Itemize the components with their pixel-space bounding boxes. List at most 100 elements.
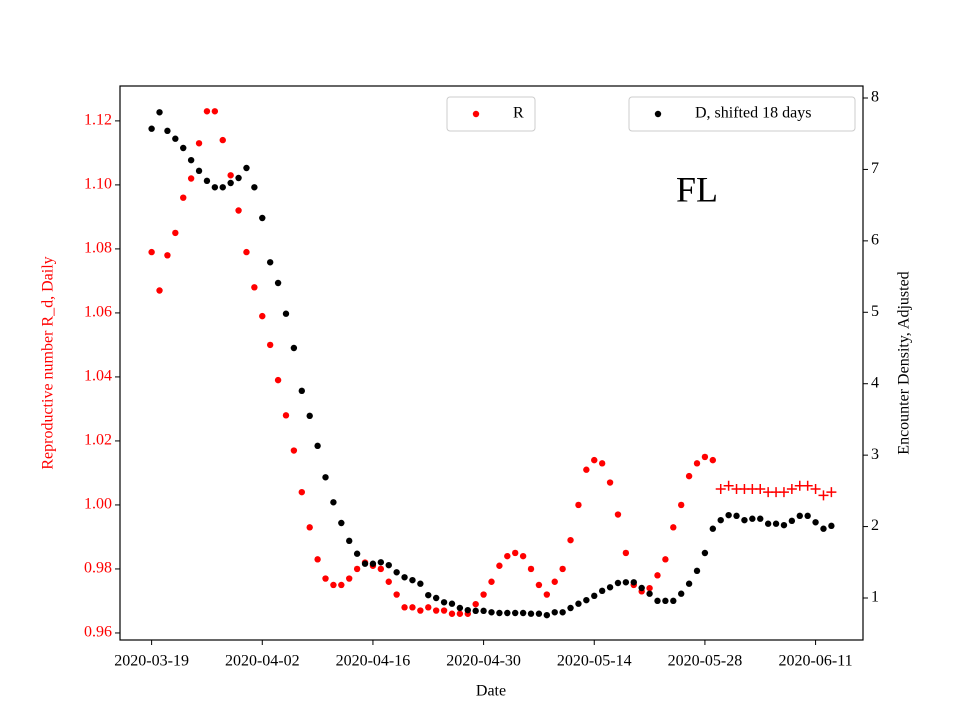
dot bbox=[243, 248, 250, 256]
y-tick-label: 1.02 bbox=[84, 432, 112, 449]
dot bbox=[425, 591, 432, 599]
dot bbox=[314, 556, 321, 563]
dot bbox=[472, 600, 479, 608]
plus-marker bbox=[778, 487, 789, 498]
dot bbox=[219, 136, 226, 144]
legend: R bbox=[446, 96, 536, 132]
dot bbox=[164, 127, 171, 135]
dot bbox=[519, 609, 527, 617]
dot bbox=[322, 575, 329, 582]
dot bbox=[496, 562, 503, 569]
dot bbox=[701, 549, 709, 557]
dot bbox=[346, 575, 353, 582]
dot bbox=[227, 172, 234, 179]
dot bbox=[401, 574, 408, 581]
dot bbox=[314, 442, 321, 450]
dot bbox=[377, 565, 385, 573]
dot bbox=[678, 590, 685, 597]
dot bbox=[156, 109, 163, 116]
dot bbox=[512, 609, 519, 617]
dot bbox=[583, 466, 590, 473]
y2-tick-label: 4 bbox=[871, 374, 879, 391]
dot bbox=[575, 600, 582, 607]
dot bbox=[203, 177, 211, 185]
dot bbox=[535, 581, 543, 589]
dot bbox=[440, 599, 448, 606]
dot bbox=[543, 611, 551, 619]
dot bbox=[274, 279, 282, 287]
legend: D, shifted 18 days bbox=[628, 96, 856, 132]
dot bbox=[480, 607, 487, 615]
dot bbox=[330, 581, 337, 589]
dot bbox=[796, 512, 803, 520]
dot bbox=[606, 584, 614, 591]
dot bbox=[180, 144, 187, 152]
legend-box bbox=[446, 96, 536, 132]
x-tick-label: 2020-05-14 bbox=[557, 653, 632, 670]
dot bbox=[290, 447, 298, 454]
dot bbox=[274, 376, 282, 384]
dot bbox=[330, 499, 337, 506]
dot bbox=[480, 591, 487, 598]
dot bbox=[693, 567, 701, 575]
dot bbox=[227, 179, 234, 187]
dot bbox=[211, 108, 219, 115]
dot bbox=[448, 610, 456, 617]
dot bbox=[290, 344, 298, 352]
dot bbox=[164, 252, 171, 259]
plus-marker bbox=[826, 487, 837, 498]
dot bbox=[251, 284, 258, 291]
plus-marker bbox=[755, 483, 766, 494]
dot bbox=[282, 412, 290, 419]
y2-tick-label: 7 bbox=[871, 160, 879, 177]
dot bbox=[488, 609, 495, 616]
plus-marker bbox=[810, 483, 821, 494]
dot bbox=[670, 524, 677, 531]
dot bbox=[409, 576, 416, 584]
dot bbox=[266, 341, 274, 349]
y-axis-label: Reproductive number R_d, Daily bbox=[40, 256, 57, 469]
y-tick-label: 1.04 bbox=[84, 368, 112, 385]
dot bbox=[448, 600, 456, 607]
dot bbox=[764, 520, 772, 527]
dot bbox=[322, 474, 329, 481]
dot bbox=[338, 519, 345, 527]
dot bbox=[575, 501, 582, 509]
dot bbox=[440, 607, 448, 614]
legend-swatch bbox=[472, 110, 480, 118]
dot bbox=[211, 184, 219, 191]
dot bbox=[670, 597, 677, 605]
dot bbox=[804, 512, 811, 520]
dot bbox=[195, 167, 203, 175]
y2-tick-label: 2 bbox=[871, 517, 879, 534]
dot bbox=[551, 578, 558, 585]
dot bbox=[353, 565, 361, 573]
y-tick-label: 1.08 bbox=[84, 240, 112, 257]
dot bbox=[583, 596, 590, 604]
x-axis-label: Date bbox=[476, 683, 506, 700]
y2-tick-label: 3 bbox=[871, 446, 879, 463]
dot bbox=[259, 214, 266, 222]
x-tick-label: 2020-04-30 bbox=[446, 653, 521, 670]
dot bbox=[678, 501, 685, 509]
dot bbox=[385, 561, 392, 569]
dot bbox=[662, 556, 669, 563]
dot bbox=[654, 572, 661, 579]
dot bbox=[654, 597, 661, 605]
dot bbox=[559, 565, 566, 573]
plus-marker bbox=[818, 490, 829, 501]
dot bbox=[591, 456, 598, 464]
dot bbox=[456, 604, 464, 612]
dot bbox=[788, 517, 796, 525]
dot bbox=[772, 520, 780, 527]
plus-marker bbox=[723, 480, 734, 491]
dot bbox=[172, 229, 179, 237]
legend-label: D, shifted 18 days bbox=[695, 105, 811, 122]
dot bbox=[812, 519, 819, 526]
dot bbox=[148, 248, 155, 256]
dot bbox=[504, 609, 511, 617]
y2-axis-label: Encounter Density, Adjusted bbox=[896, 271, 913, 454]
dot bbox=[725, 511, 732, 519]
dot bbox=[717, 516, 724, 524]
